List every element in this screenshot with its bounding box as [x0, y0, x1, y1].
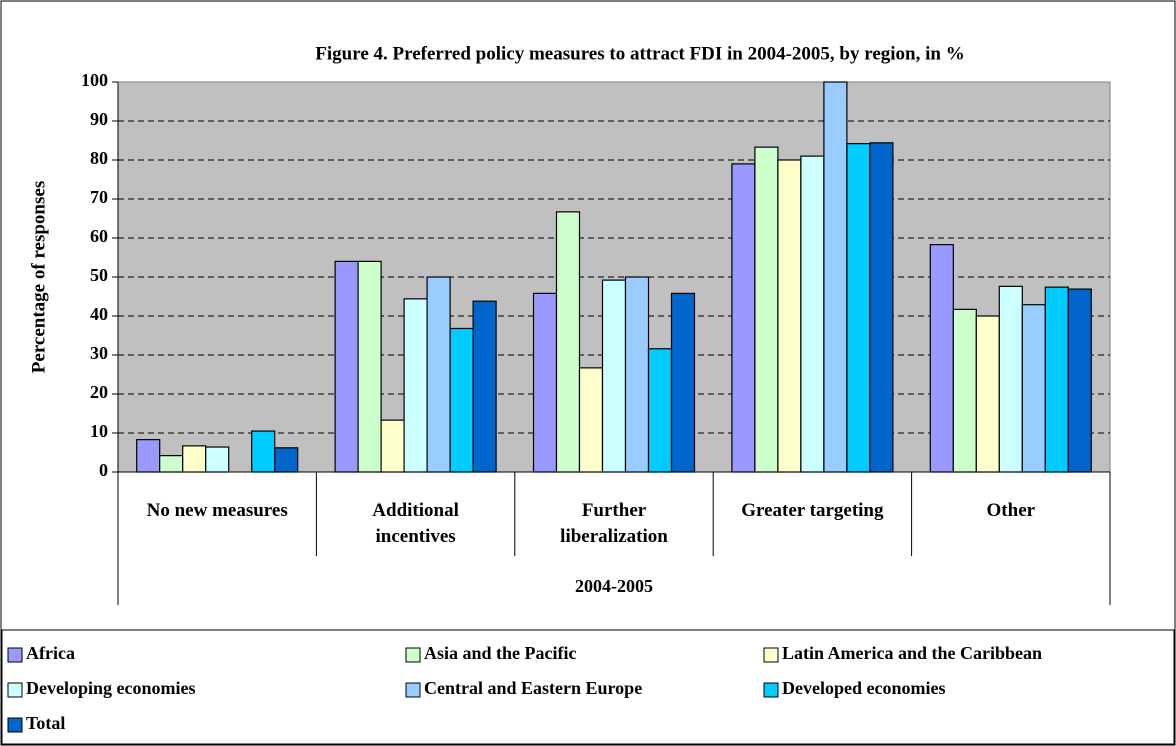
- legend-swatch: [7, 717, 23, 733]
- bar: [952, 308, 977, 473]
- legend-label: Developing economies: [26, 678, 195, 698]
- legend-label: Total: [26, 713, 65, 733]
- bar: [380, 419, 405, 473]
- bar: [777, 159, 802, 473]
- bar: [624, 276, 650, 473]
- bar: [823, 81, 848, 473]
- bar: [159, 455, 184, 473]
- bar: [1044, 286, 1069, 473]
- legend-swatch: [763, 682, 779, 698]
- x-group-label: 2004-2005: [575, 576, 653, 596]
- chart-title: Figure 4. Preferred policy measures to a…: [315, 43, 964, 64]
- bar: [449, 327, 474, 473]
- legend-label: Central and Eastern Europe: [424, 678, 642, 698]
- y-tick-label: 100: [81, 70, 108, 90]
- bar: [1021, 304, 1046, 473]
- x-tick-label: Further liberalization: [560, 500, 668, 547]
- y-axis-label: Percentage of responses: [28, 181, 49, 373]
- bar: [754, 146, 779, 473]
- bar: [800, 155, 825, 473]
- bar: [136, 439, 161, 473]
- bar: [869, 142, 894, 473]
- bar: [975, 315, 1000, 473]
- bar: [555, 211, 581, 473]
- bar: [403, 298, 428, 473]
- bar: [998, 285, 1023, 473]
- legend-label: Africa: [26, 643, 75, 663]
- bar: [205, 446, 230, 473]
- x-tick-label: Greater targeting: [741, 500, 884, 521]
- legend-swatch: [7, 682, 23, 698]
- y-tick-label: 90: [90, 109, 108, 129]
- y-tick-label: 80: [90, 148, 108, 168]
- bar: [334, 260, 359, 473]
- y-tick-label: 70: [90, 187, 108, 207]
- bar: [670, 292, 696, 473]
- y-tick-label: 60: [90, 226, 108, 246]
- bar: [601, 279, 627, 473]
- x-tick-label: Additional incentives: [372, 500, 459, 547]
- y-tick-label: 40: [90, 304, 108, 324]
- legend-swatch: [405, 682, 421, 698]
- y-tick-label: 50: [90, 265, 108, 285]
- bar: [182, 445, 207, 473]
- y-tick-label: 0: [99, 460, 108, 480]
- legend-swatch: [7, 647, 23, 663]
- legend-label: Latin America and the Caribbean: [782, 643, 1042, 663]
- bar: [274, 447, 299, 473]
- bar: [357, 260, 382, 473]
- y-tick-label: 10: [90, 421, 108, 441]
- bar: [532, 292, 558, 473]
- bar: [929, 244, 954, 473]
- bar: [578, 367, 604, 473]
- x-tick-label: Other: [986, 500, 1036, 521]
- y-tick-label: 30: [90, 343, 108, 363]
- bar: [846, 143, 871, 473]
- x-tick-label: No new measures: [146, 500, 288, 521]
- bar: [731, 163, 756, 473]
- bar: [251, 430, 276, 473]
- bar: [1067, 288, 1092, 473]
- legend-label: Asia and the Pacific: [424, 643, 577, 663]
- legend-swatch: [405, 647, 421, 663]
- bar: [472, 300, 497, 473]
- legend-swatch: [763, 647, 779, 663]
- y-tick-label: 20: [90, 382, 108, 402]
- bar: [647, 348, 673, 473]
- legend-box: [1, 629, 1175, 745]
- bar: [426, 276, 451, 473]
- legend-label: Developed economies: [782, 678, 945, 698]
